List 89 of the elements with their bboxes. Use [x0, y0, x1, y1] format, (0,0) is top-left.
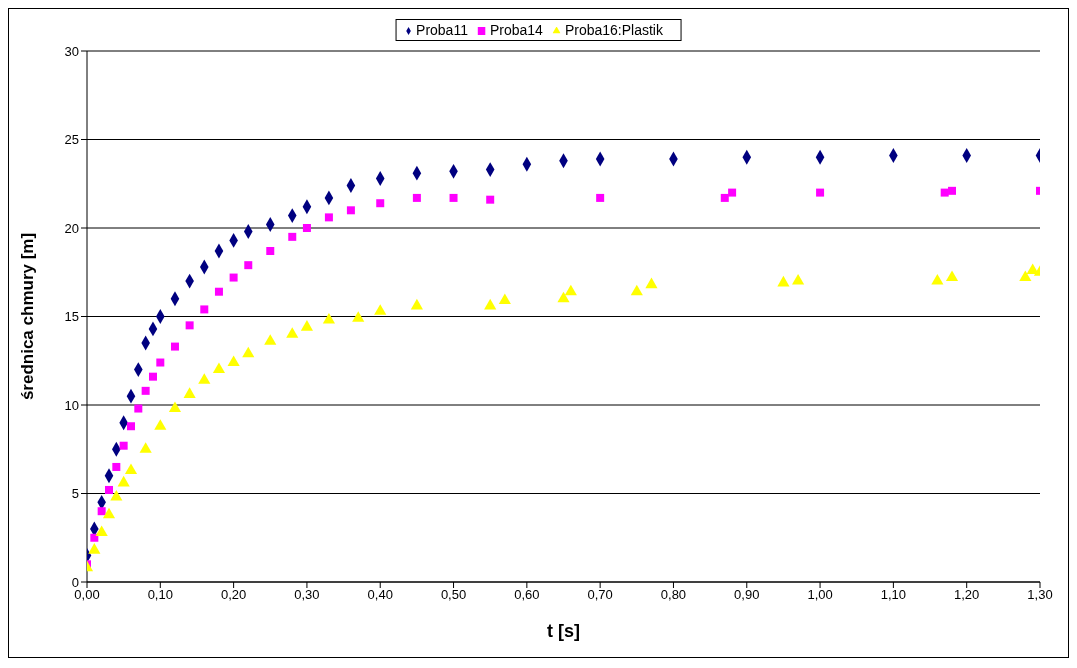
point	[374, 304, 387, 315]
point	[119, 441, 128, 450]
y-tick-label: 0	[71, 574, 79, 590]
point	[88, 543, 101, 554]
point	[728, 188, 737, 197]
point	[792, 274, 805, 285]
point	[498, 293, 511, 305]
point	[242, 346, 255, 358]
x-tick-label: 0,20	[220, 587, 247, 603]
point	[777, 275, 790, 287]
x-axis-title: t [s]	[547, 621, 580, 641]
point	[102, 507, 116, 519]
point	[564, 284, 577, 296]
point	[720, 193, 729, 202]
y-tick-label: 10	[64, 397, 79, 413]
x-tick-label: 0,10	[147, 587, 173, 603]
x-tick-label: 0,70	[587, 587, 613, 603]
legend-label: Proba14	[489, 22, 543, 38]
x-tick-label: 1,00	[807, 587, 833, 603]
point	[346, 206, 355, 215]
x-tick-label: 0,00	[74, 587, 100, 603]
point	[645, 277, 658, 289]
x-tick-label: 1,20	[954, 587, 980, 603]
point	[302, 224, 311, 232]
point	[484, 298, 497, 310]
point	[630, 284, 643, 296]
point	[141, 386, 150, 395]
point	[139, 442, 152, 453]
point	[117, 475, 130, 487]
point	[412, 193, 421, 202]
point	[212, 362, 226, 374]
point	[200, 305, 209, 314]
point	[183, 387, 196, 398]
x-tick-label: 0,60	[514, 587, 540, 603]
point	[596, 193, 605, 202]
point	[376, 199, 385, 208]
point	[945, 270, 959, 282]
y-axis-title: średnica chmury [m]	[18, 232, 38, 401]
point	[214, 287, 223, 296]
point	[126, 422, 135, 431]
point	[322, 313, 335, 324]
x-tick-label: 0,90	[734, 587, 760, 603]
x-tick-label: 1,30	[1027, 587, 1053, 603]
point	[229, 273, 238, 282]
point	[168, 401, 182, 413]
point	[185, 321, 194, 330]
point	[557, 291, 570, 303]
point	[95, 525, 108, 536]
point	[486, 195, 495, 204]
point	[352, 311, 365, 322]
point	[410, 298, 423, 310]
point	[300, 320, 313, 331]
point	[816, 188, 825, 197]
x-tick-label: 0,80	[660, 587, 687, 603]
point	[124, 463, 138, 474]
point	[227, 355, 240, 367]
point	[1019, 270, 1032, 282]
x-tick-label: 1,10	[880, 587, 907, 603]
y-tick-label: 30	[64, 43, 79, 59]
point	[288, 232, 297, 241]
y-tick-label: 25	[64, 132, 79, 148]
point	[286, 327, 299, 338]
legend-label: Proba16:Plastik	[564, 22, 663, 38]
point	[931, 274, 944, 285]
point	[449, 193, 458, 202]
y-tick-label: 15	[64, 309, 79, 325]
point	[148, 372, 157, 381]
point	[110, 490, 123, 501]
x-tick-label: 0,30	[294, 587, 320, 603]
point	[97, 507, 106, 516]
point	[90, 533, 99, 542]
point	[198, 373, 211, 384]
point	[244, 261, 253, 270]
point	[948, 186, 957, 195]
point	[170, 342, 179, 351]
y-tick-label: 20	[64, 220, 79, 236]
point	[134, 404, 143, 413]
x-tick-label: 0,40	[367, 587, 393, 603]
point	[104, 485, 113, 494]
point	[264, 334, 277, 345]
point	[154, 419, 167, 430]
point	[112, 462, 121, 471]
point	[324, 213, 333, 222]
y-tick-label: 5	[71, 486, 79, 502]
point	[156, 358, 165, 367]
point	[266, 247, 275, 256]
legend-label: Proba11	[416, 22, 468, 38]
x-tick-label: 0,50	[440, 587, 467, 603]
point	[940, 188, 949, 197]
